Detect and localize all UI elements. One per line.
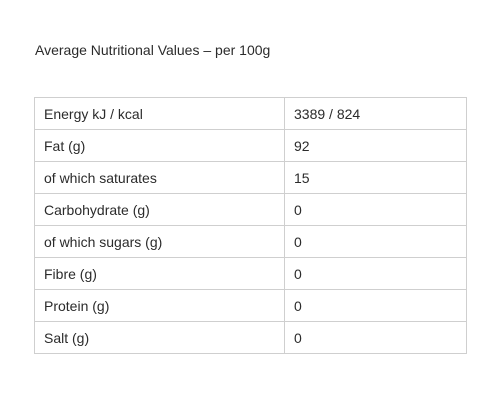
nutrient-label: of which saturates xyxy=(34,161,285,194)
nutrient-label: Salt (g) xyxy=(34,321,285,354)
nutrition-table: Energy kJ / kcal 3389 / 824 Fat (g) 92 o… xyxy=(34,97,467,354)
nutrient-value: 0 xyxy=(284,257,467,290)
nutrient-label: Energy kJ / kcal xyxy=(34,97,285,130)
nutrient-label: Fibre (g) xyxy=(34,257,285,290)
nutrient-value: 15 xyxy=(284,161,467,194)
nutrient-value: 0 xyxy=(284,289,467,322)
table-title: Average Nutritional Values – per 100g xyxy=(35,42,271,58)
nutrient-label: Protein (g) xyxy=(34,289,285,322)
nutrient-label: Fat (g) xyxy=(34,129,285,162)
table-row: Salt (g) 0 xyxy=(34,321,467,354)
table-row: Fat (g) 92 xyxy=(34,129,467,162)
nutrient-value: 3389 / 824 xyxy=(284,97,467,130)
nutrient-value: 0 xyxy=(284,193,467,226)
nutrient-value: 0 xyxy=(284,321,467,354)
table-row: of which sugars (g) 0 xyxy=(34,225,467,258)
table-row: Carbohydrate (g) 0 xyxy=(34,193,467,226)
table-row: Protein (g) 0 xyxy=(34,289,467,322)
table-row: Fibre (g) 0 xyxy=(34,257,467,290)
nutrient-value: 0 xyxy=(284,225,467,258)
nutrient-label: Carbohydrate (g) xyxy=(34,193,285,226)
table-row: Energy kJ / kcal 3389 / 824 xyxy=(34,97,467,130)
nutrient-label: of which sugars (g) xyxy=(34,225,285,258)
nutrient-value: 92 xyxy=(284,129,467,162)
table-row: of which saturates 15 xyxy=(34,161,467,194)
